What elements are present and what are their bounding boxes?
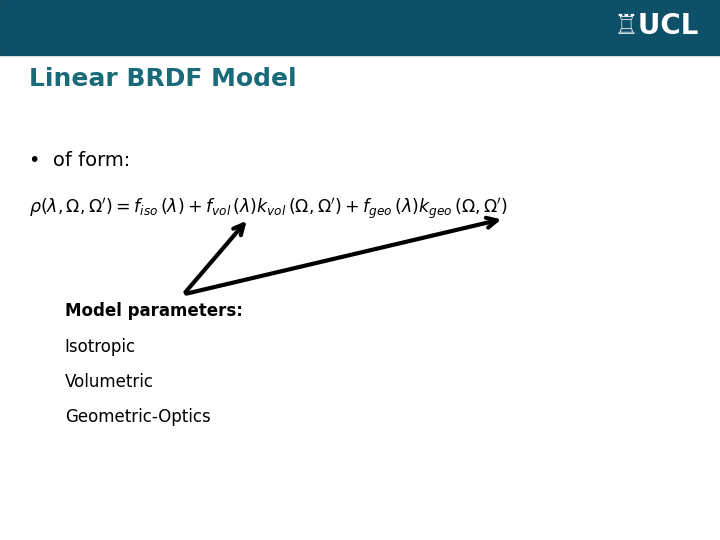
Text: ♖UCL: ♖UCL [613, 12, 698, 40]
Text: Isotropic: Isotropic [65, 338, 136, 355]
Text: Model parameters:: Model parameters: [65, 302, 243, 320]
Text: $\rho(\lambda,\Omega,\Omega^\prime)= f_{iso}\,(\lambda)+f_{vol}\,(\lambda)k_{vol: $\rho(\lambda,\Omega,\Omega^\prime)= f_{… [29, 197, 508, 222]
Text: Linear BRDF Model: Linear BRDF Model [29, 68, 297, 91]
Text: •  of form:: • of form: [29, 151, 130, 170]
Bar [0, 0, 720, 55]
Text: Geometric-Optics: Geometric-Optics [65, 408, 210, 426]
Text: Volumetric: Volumetric [65, 373, 154, 390]
